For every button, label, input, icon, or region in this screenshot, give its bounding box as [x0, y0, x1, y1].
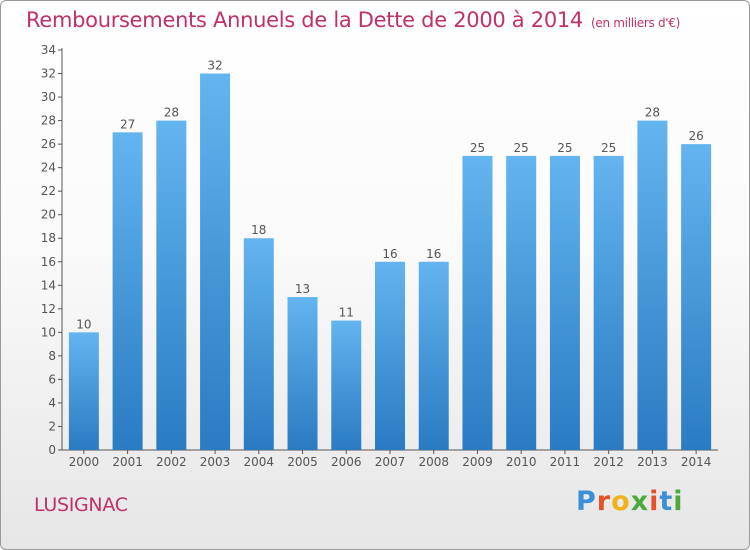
- bar: [593, 155, 624, 450]
- x-tick-label: 2010: [506, 455, 537, 469]
- bar: [462, 155, 493, 450]
- bar: [287, 297, 318, 450]
- bar: [200, 73, 231, 450]
- x-tick-label: 2007: [375, 455, 406, 469]
- y-tick-label: 32: [41, 67, 56, 81]
- y-tick-label: 30: [41, 90, 56, 104]
- data-label: 27: [120, 117, 135, 131]
- y-tick-label: 28: [41, 114, 56, 128]
- data-label: 11: [339, 306, 354, 320]
- bar: [549, 155, 580, 450]
- x-tick-label: 2012: [593, 455, 624, 469]
- data-label: 32: [207, 59, 222, 73]
- y-tick-label: 26: [41, 137, 56, 151]
- x-tick-label: 2000: [69, 455, 100, 469]
- bar: [68, 332, 99, 450]
- logo-letter: P: [576, 486, 597, 517]
- y-tick-label: 4: [48, 396, 56, 410]
- bar: [243, 238, 274, 450]
- x-tick-label: 2001: [112, 455, 143, 469]
- y-tick-label: 34: [41, 43, 56, 57]
- bar: [375, 261, 405, 450]
- x-tick-label: 2009: [462, 455, 493, 469]
- y-tick-label: 16: [41, 255, 56, 269]
- y-tick-label: 14: [41, 278, 56, 292]
- bar: [156, 120, 187, 451]
- data-label: 10: [76, 317, 91, 331]
- y-tick-label: 12: [41, 302, 56, 316]
- data-label: 18: [251, 223, 266, 237]
- logo-letter: i: [649, 486, 660, 517]
- y-tick-label: 10: [41, 325, 56, 339]
- x-tick-label: 2004: [244, 455, 275, 469]
- data-label: 28: [645, 106, 660, 120]
- x-tick-label: 2013: [637, 455, 668, 469]
- data-label: 16: [382, 247, 397, 261]
- y-tick-label: 2: [48, 419, 56, 433]
- data-label: 25: [601, 141, 616, 155]
- chart-bars: 10 27 28 32 18 13 11 16 16 25 25 25 25 28 26: [68, 59, 712, 451]
- logo-letter: o: [611, 486, 631, 517]
- chart-subtitle: (en milliers d'€): [591, 16, 681, 30]
- bar: [112, 132, 143, 450]
- y-tick-label: 20: [41, 208, 56, 222]
- y-tick-label: 8: [48, 349, 56, 363]
- proxiti-logo: Proxiti: [576, 486, 684, 517]
- data-label: 26: [688, 129, 703, 143]
- y-tick-label: 6: [48, 372, 56, 386]
- commune-name: LUSIGNAC: [34, 494, 128, 516]
- x-tick-label: 2005: [287, 455, 318, 469]
- bar: [637, 120, 668, 451]
- y-tick-label: 18: [41, 231, 56, 245]
- x-tick-label: 2003: [200, 455, 231, 469]
- logo-letter: t: [659, 486, 674, 517]
- logo-letter: x: [630, 486, 650, 517]
- data-label: 16: [426, 247, 441, 261]
- data-label: 25: [470, 141, 485, 155]
- x-tick-label: 2014: [681, 455, 712, 469]
- bar: [506, 155, 537, 450]
- x-tick-label: 2011: [550, 455, 581, 469]
- data-label: 13: [295, 282, 310, 296]
- bar: [681, 144, 712, 450]
- chart-title: Remboursements Annuels de la Dette de 20…: [26, 8, 680, 32]
- data-label: 25: [557, 141, 572, 155]
- y-tick-label: 0: [48, 443, 56, 457]
- y-tick-label: 22: [41, 184, 56, 198]
- x-tick-label: 2002: [156, 455, 187, 469]
- bar: [418, 261, 449, 450]
- data-label: 25: [514, 141, 529, 155]
- y-tick-label: 24: [41, 161, 56, 175]
- logo-letter: i: [673, 486, 684, 517]
- bar: [331, 320, 362, 450]
- chart-title-text: Remboursements Annuels de la Dette de 20…: [26, 8, 583, 32]
- logo-letter: r: [596, 486, 612, 517]
- x-tick-label: 2008: [418, 455, 449, 469]
- x-tick-label: 2006: [331, 455, 362, 469]
- data-label: 28: [164, 106, 179, 120]
